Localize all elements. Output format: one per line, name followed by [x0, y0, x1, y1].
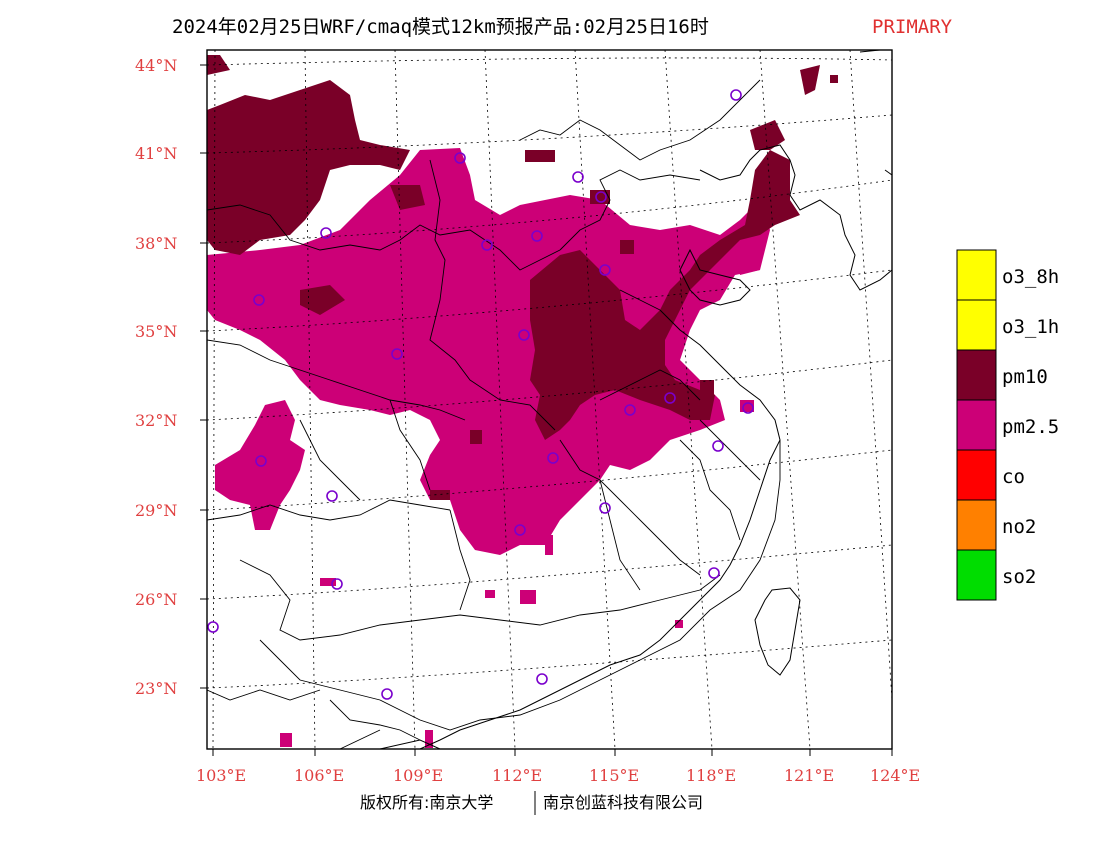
lat-label: 35°N [135, 322, 177, 341]
legend-label-no2: no2 [1002, 516, 1036, 538]
lat-label: 44°N [135, 56, 177, 75]
province-borders [207, 79, 781, 749]
legend-swatch-so2 [957, 550, 996, 600]
coastline [379, 50, 892, 749]
lat-labels: 44°N 41°N 38°N 35°N 32°N 29°N 26°N 23°N [135, 56, 177, 698]
lat-label: 26°N [135, 590, 177, 609]
legend-label-co: co [1002, 466, 1025, 488]
legend-swatch-pm10 [957, 350, 996, 400]
legend-swatch-no2 [957, 500, 996, 550]
legend-swatch-pm25 [957, 400, 996, 450]
lon-label: 103°E [196, 766, 246, 785]
lat-label: 32°N [135, 411, 177, 430]
copyright-right: 南京创蓝科技有限公司 [543, 793, 703, 812]
legend-swatch-co [957, 450, 996, 500]
primary-tag: PRIMARY [872, 16, 953, 38]
map-frame [206, 49, 893, 750]
legend-label-pm10: pm10 [1002, 366, 1048, 388]
legend-label-o3-8h: o3_8h [1002, 266, 1059, 288]
lon-labels: 103°E 106°E 109°E 112°E 115°E 118°E 121°… [196, 766, 920, 785]
lon-label: 109°E [393, 766, 443, 785]
legend-label-pm25: pm2.5 [1002, 416, 1059, 438]
tick-marks [200, 64, 893, 756]
map-title: 2024年02月25日WRF/cmaq模式12km预报产品:02月25日16时 [172, 16, 709, 38]
legend-swatch-o3-8h [957, 250, 996, 300]
lat-label: 38°N [135, 234, 177, 253]
legend-label-so2: so2 [1002, 566, 1036, 588]
lat-label: 23°N [135, 679, 177, 698]
lat-label: 41°N [135, 144, 177, 163]
lon-label: 121°E [784, 766, 834, 785]
legend-swatch-o3-1h [957, 300, 996, 350]
station-markers [207, 89, 754, 700]
lon-label: 115°E [589, 766, 639, 785]
footer: 版权所有:南京大学 南京创蓝科技有限公司 [360, 791, 703, 815]
lat-label: 29°N [135, 501, 177, 520]
legend-label-o3-1h: o3_1h [1002, 316, 1059, 338]
lon-label: 118°E [686, 766, 736, 785]
graticule [207, 50, 892, 749]
lon-label: 106°E [294, 766, 344, 785]
copyright-left: 版权所有:南京大学 [360, 793, 493, 812]
map-area: 44°N 41°N 38°N 35°N 32°N 29°N 26°N 23°N … [135, 49, 920, 785]
lon-label: 124°E [870, 766, 920, 785]
legend: o3_8h o3_1h pm10 pm2.5 co no2 so2 [956, 249, 1059, 601]
lon-label: 112°E [492, 766, 542, 785]
